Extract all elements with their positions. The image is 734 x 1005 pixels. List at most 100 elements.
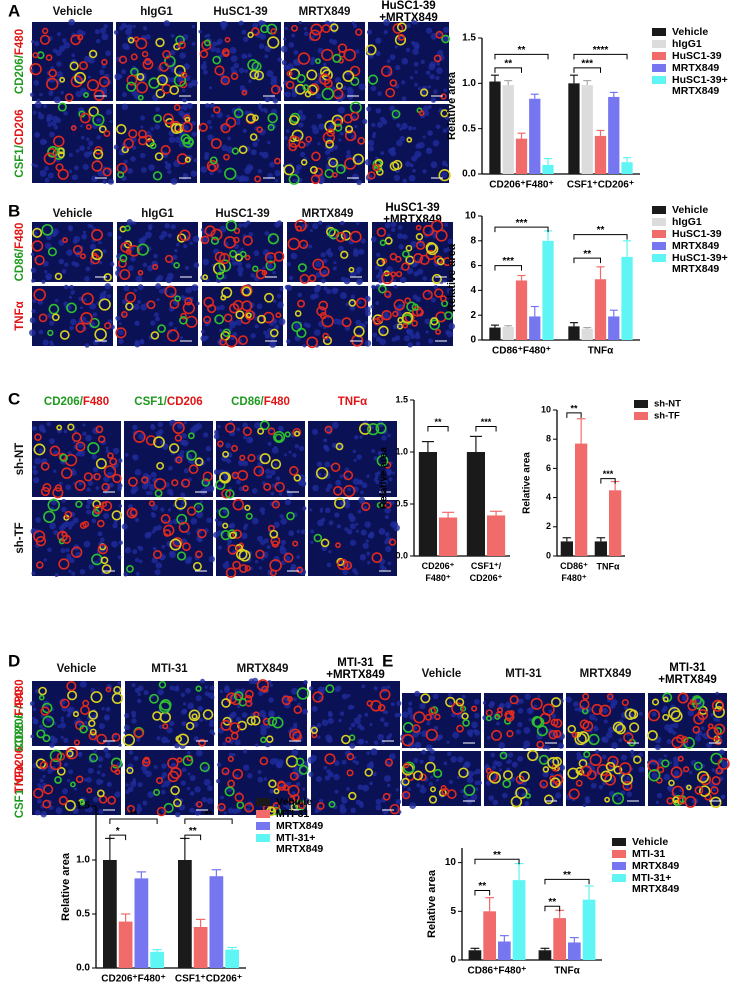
nucleus bbox=[308, 772, 313, 777]
nucleus bbox=[243, 461, 249, 467]
nucleus bbox=[60, 548, 65, 553]
nucleus bbox=[264, 110, 267, 113]
nucleus bbox=[339, 474, 343, 478]
nucleus bbox=[506, 761, 509, 764]
nucleus bbox=[154, 765, 158, 769]
nucleus bbox=[97, 118, 102, 123]
nucleus bbox=[180, 336, 183, 339]
nucleus bbox=[49, 522, 56, 529]
nucleus bbox=[365, 321, 368, 324]
nucleus bbox=[277, 294, 281, 298]
nucleus bbox=[340, 292, 347, 299]
nucleus bbox=[46, 422, 51, 427]
nucleus bbox=[270, 470, 276, 476]
nucleus bbox=[601, 736, 607, 742]
nucleus bbox=[299, 114, 306, 121]
nucleus bbox=[429, 782, 433, 786]
nucleus bbox=[91, 175, 97, 181]
nucleus bbox=[424, 318, 430, 324]
nucleus bbox=[133, 25, 136, 28]
nucleus bbox=[391, 228, 396, 233]
nucleus bbox=[371, 123, 375, 127]
nucleus bbox=[254, 250, 260, 256]
nucleus bbox=[462, 695, 466, 699]
nucleus bbox=[171, 178, 178, 185]
legend-label: HuSC1-39+MRTX849 bbox=[672, 252, 728, 275]
nucleus bbox=[200, 166, 207, 173]
nucleus bbox=[711, 768, 715, 772]
nucleus bbox=[286, 339, 290, 343]
nucleus bbox=[354, 717, 361, 724]
y-tick-label: 6 bbox=[470, 260, 476, 271]
nucleus bbox=[171, 224, 176, 229]
nucleus bbox=[409, 802, 416, 809]
nucleus bbox=[224, 811, 227, 814]
legend-swatch bbox=[652, 242, 666, 250]
nucleus bbox=[187, 751, 191, 755]
nucleus bbox=[360, 490, 364, 494]
nucleus bbox=[414, 83, 418, 87]
bar bbox=[575, 444, 587, 556]
panel-letter: D bbox=[8, 651, 20, 670]
nucleus bbox=[97, 771, 101, 775]
nucleus bbox=[312, 706, 318, 712]
nucleus bbox=[280, 547, 287, 554]
nucleus bbox=[252, 518, 259, 525]
nucleus bbox=[244, 167, 251, 174]
nucleus bbox=[338, 719, 342, 723]
nucleus bbox=[490, 753, 495, 758]
nucleus bbox=[215, 48, 221, 54]
nucleus bbox=[66, 249, 72, 255]
nucleus bbox=[429, 755, 435, 761]
nucleus bbox=[448, 239, 453, 244]
nucleus bbox=[664, 754, 667, 757]
nucleus bbox=[151, 424, 155, 428]
nucleus bbox=[155, 283, 161, 289]
nucleus bbox=[80, 125, 83, 128]
nucleus bbox=[365, 306, 371, 312]
nucleus bbox=[407, 787, 411, 791]
nucleus bbox=[358, 784, 363, 789]
bar bbox=[542, 241, 553, 340]
nucleus bbox=[269, 162, 275, 168]
nucleus bbox=[139, 560, 143, 564]
nucleus bbox=[203, 61, 206, 64]
nucleus bbox=[487, 736, 491, 740]
nucleus bbox=[269, 341, 276, 348]
nucleus bbox=[137, 804, 141, 808]
nucleus bbox=[32, 469, 38, 475]
y-tick-label: 5 bbox=[450, 906, 456, 917]
bar bbox=[539, 950, 552, 960]
legend-label: Vehicle bbox=[672, 26, 708, 38]
nucleus bbox=[46, 275, 51, 280]
nucleus bbox=[317, 461, 323, 467]
nucleus bbox=[182, 440, 188, 446]
legend-swatch bbox=[612, 838, 626, 846]
nucleus bbox=[135, 688, 140, 693]
nucleus bbox=[39, 93, 43, 97]
label-part: Vehicle bbox=[422, 668, 462, 680]
nucleus bbox=[127, 24, 133, 30]
nucleus bbox=[92, 518, 97, 523]
nucleus bbox=[251, 333, 256, 338]
nucleus bbox=[54, 96, 61, 103]
legend-swatch bbox=[652, 28, 666, 36]
nucleus bbox=[187, 772, 190, 775]
bar bbox=[595, 279, 606, 340]
nucleus bbox=[474, 781, 479, 786]
nucleus bbox=[390, 521, 397, 528]
column-label: MRTX849 bbox=[302, 208, 354, 220]
nucleus bbox=[518, 708, 524, 714]
bar bbox=[582, 85, 593, 174]
nucleus bbox=[203, 432, 208, 437]
nucleus bbox=[395, 45, 398, 48]
nucleus bbox=[181, 693, 185, 697]
nucleus bbox=[98, 765, 102, 769]
nucleus bbox=[689, 771, 693, 775]
nucleus bbox=[303, 344, 307, 348]
nucleus bbox=[30, 701, 35, 706]
nucleus bbox=[30, 317, 36, 323]
nucleus bbox=[370, 305, 373, 308]
nucleus bbox=[129, 750, 134, 755]
bar bbox=[561, 541, 573, 556]
